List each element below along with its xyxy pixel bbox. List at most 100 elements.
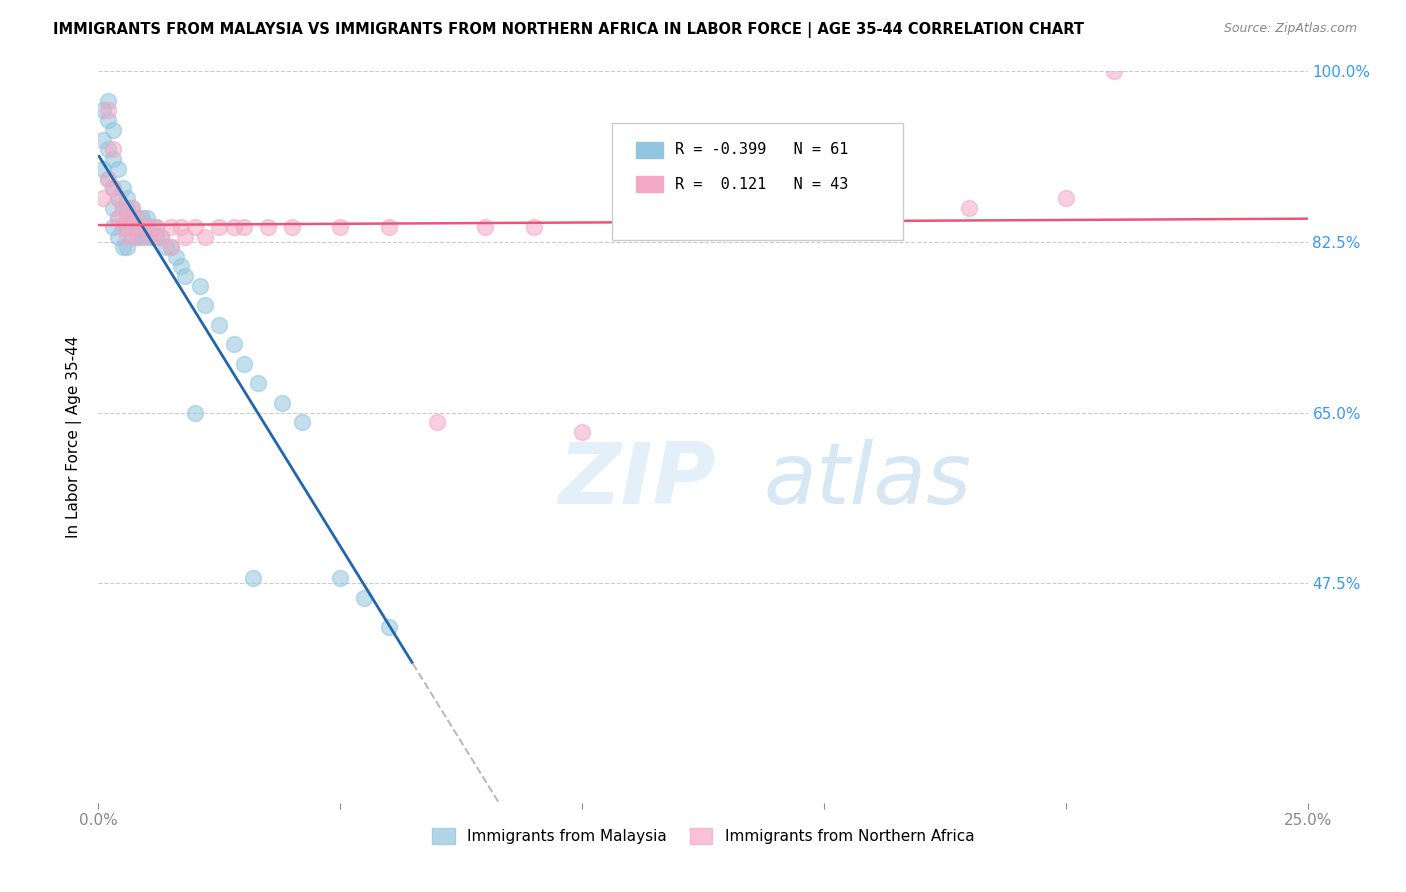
Text: R =  0.121   N = 43: R = 0.121 N = 43 xyxy=(675,177,849,192)
Point xyxy=(165,250,187,264)
Point xyxy=(135,211,157,225)
Point xyxy=(131,220,153,235)
Point xyxy=(1054,191,1077,205)
Point xyxy=(242,572,264,586)
Point xyxy=(107,191,129,205)
Point xyxy=(107,161,129,176)
Point xyxy=(111,201,134,215)
Point xyxy=(117,191,139,205)
Point xyxy=(121,201,143,215)
Point xyxy=(150,230,173,244)
Point xyxy=(107,230,129,244)
Point xyxy=(117,240,139,254)
Point xyxy=(281,220,304,235)
Point xyxy=(97,113,120,128)
Point xyxy=(135,220,157,235)
Point xyxy=(194,230,217,244)
Point xyxy=(145,230,167,244)
Point xyxy=(111,201,134,215)
Point xyxy=(222,337,245,351)
Point xyxy=(208,318,231,332)
Text: IMMIGRANTS FROM MALAYSIA VS IMMIGRANTS FROM NORTHERN AFRICA IN LABOR FORCE | AGE: IMMIGRANTS FROM MALAYSIA VS IMMIGRANTS F… xyxy=(53,22,1084,38)
Point xyxy=(97,171,120,186)
Point xyxy=(127,230,149,244)
Point xyxy=(290,416,312,430)
Point xyxy=(232,220,254,235)
Point xyxy=(101,201,124,215)
Point xyxy=(131,230,153,244)
Point xyxy=(91,191,114,205)
Point xyxy=(135,220,157,235)
Point xyxy=(107,211,129,225)
Legend: Immigrants from Malaysia, Immigrants from Northern Africa: Immigrants from Malaysia, Immigrants fro… xyxy=(426,822,980,850)
Point xyxy=(135,230,157,244)
Point xyxy=(222,220,245,235)
Point xyxy=(91,133,114,147)
Point xyxy=(91,161,114,176)
Bar xyxy=(637,142,664,158)
Point xyxy=(127,220,149,235)
Point xyxy=(117,201,139,215)
Point xyxy=(111,240,134,254)
Y-axis label: In Labor Force | Age 35-44: In Labor Force | Age 35-44 xyxy=(66,336,83,538)
Point xyxy=(160,240,183,254)
Point xyxy=(1102,64,1125,78)
Point xyxy=(107,211,129,225)
Point xyxy=(232,357,254,371)
Point xyxy=(353,591,375,605)
Point xyxy=(111,220,134,235)
Point xyxy=(188,279,211,293)
Point xyxy=(184,220,207,235)
Point xyxy=(97,171,120,186)
Point xyxy=(111,181,134,195)
Point xyxy=(329,572,352,586)
Point xyxy=(127,211,149,225)
Point xyxy=(377,620,399,634)
Point xyxy=(117,211,139,225)
Point xyxy=(716,220,738,235)
Point xyxy=(121,220,143,235)
Point xyxy=(117,220,139,235)
Point xyxy=(208,220,231,235)
Point xyxy=(101,152,124,166)
Point xyxy=(117,230,139,244)
Text: Source: ZipAtlas.com: Source: ZipAtlas.com xyxy=(1223,22,1357,36)
Point xyxy=(101,181,124,195)
Point xyxy=(127,211,149,225)
Point xyxy=(194,298,217,312)
Point xyxy=(160,240,183,254)
Point xyxy=(619,220,641,235)
Point xyxy=(131,220,153,235)
Bar xyxy=(637,176,664,192)
Point xyxy=(121,220,143,235)
Point xyxy=(141,220,163,235)
Point xyxy=(97,103,120,118)
Point xyxy=(169,220,191,235)
Point xyxy=(145,220,167,235)
Point xyxy=(145,220,167,235)
Point xyxy=(150,230,173,244)
Point xyxy=(127,230,149,244)
Point xyxy=(256,220,278,235)
Point xyxy=(131,211,153,225)
Point xyxy=(111,220,134,235)
Point xyxy=(160,220,183,235)
Point xyxy=(101,123,124,137)
Point xyxy=(426,416,449,430)
Point xyxy=(121,211,143,225)
Point xyxy=(101,181,124,195)
Point xyxy=(329,220,352,235)
Point xyxy=(174,230,197,244)
Point xyxy=(571,425,593,440)
Point xyxy=(101,142,124,156)
Point xyxy=(169,260,191,274)
Point xyxy=(523,220,546,235)
Point xyxy=(101,220,124,235)
Point xyxy=(107,191,129,205)
Point xyxy=(97,94,120,108)
Point xyxy=(957,201,980,215)
FancyBboxPatch shape xyxy=(613,122,903,240)
Point xyxy=(91,103,114,118)
Text: atlas: atlas xyxy=(763,440,972,523)
Point xyxy=(377,220,399,235)
